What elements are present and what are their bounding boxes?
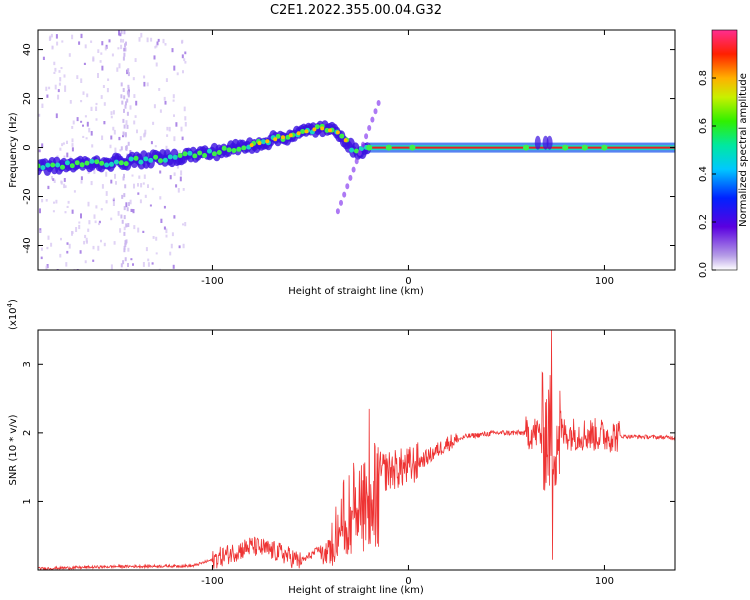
snr-ytick-label: 2	[22, 430, 33, 436]
snr-ytick-label: 1	[22, 498, 33, 504]
colorbar-tick-label: 0.0	[698, 262, 709, 278]
snr-xlabel: Height of straight line (km)	[288, 585, 424, 596]
spectrogram-ylabel: Frequency (Hz)	[8, 112, 19, 188]
figure-title: C2E1.2022.355.00.04.G32	[270, 3, 442, 18]
spectrogram-ytick-label: -40	[22, 237, 33, 253]
spectrogram-ytick-label: 20	[22, 92, 33, 105]
snr-plot-area	[38, 330, 675, 570]
snr-series-line	[38, 330, 675, 570]
colorbar-tick-label: 0.4	[698, 166, 709, 182]
spectrogram-frame	[37, 29, 676, 271]
spectrogram-xtick-label: -100	[201, 276, 224, 287]
snr-panel: -100 0 100 1 2 3 Height of straight line (km)…	[6, 299, 676, 596]
spectrogram-plot-area	[38, 30, 675, 270]
snr-ticks: -100 0 100 1 2 3	[22, 330, 675, 587]
spectrogram-ticks: -100 0 100 -40 -20 0 20 40	[22, 30, 675, 287]
snr-ytick-label: 3	[22, 361, 33, 367]
snr-exponent-label: (x104)	[6, 299, 19, 330]
colorbar-tick-label: 0.2	[698, 214, 709, 230]
spectrogram-noise	[38, 30, 187, 270]
spectrogram-ytick-label: 40	[22, 43, 33, 56]
snr-ylabel: SNR (10 * v/v)	[8, 414, 19, 485]
spectrogram-ridge	[38, 100, 675, 215]
colorbar-ticks: 0.0 0.2 0.4 0.6 0.8	[698, 70, 716, 278]
colorbar-label: Normalized spectral amplitude	[738, 73, 749, 227]
spectrogram-xlabel: Height of straight line (km)	[288, 286, 424, 297]
colorbar-gradient	[711, 29, 738, 271]
snr-frame	[37, 329, 676, 571]
spectrogram-xtick-label: 0	[405, 276, 411, 287]
spectrogram-panel: -100 0 100 -40 -20 0 20 40 Height of straight l…	[8, 29, 676, 297]
snr-xtick-label: 100	[595, 576, 614, 587]
snr-xtick-label: 0	[405, 576, 411, 587]
colorbar-tick-label: 0.8	[698, 70, 709, 86]
spectrogram-xtick-label: 100	[595, 276, 614, 287]
spectrogram-ytick-label: 0	[22, 144, 33, 150]
colorbar-tick-label: 0.6	[698, 118, 709, 134]
spectrogram-ytick-label: -20	[22, 188, 33, 204]
snr-xtick-label: -100	[201, 576, 224, 587]
colorbar: 0.0 0.2 0.4 0.6 0.8 Normalized spectral ampl…	[698, 29, 749, 278]
